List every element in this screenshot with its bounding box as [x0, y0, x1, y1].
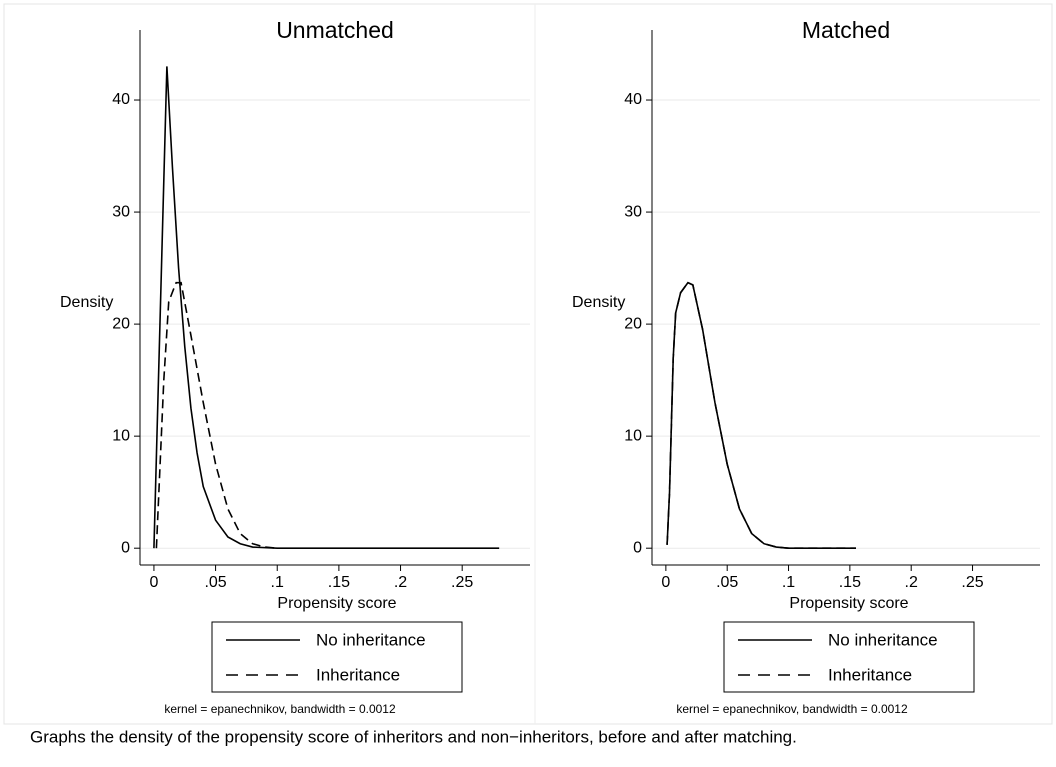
panel-title: Matched: [802, 17, 890, 43]
y-tick-label: 10: [112, 427, 130, 444]
y-tick-label: 30: [112, 203, 130, 220]
y-tick-label: 40: [112, 91, 130, 108]
y-tick-label: 10: [624, 427, 642, 444]
y-axis-label: Density: [60, 294, 113, 311]
density-line: [155, 281, 278, 549]
x-tick-label: .1: [782, 574, 795, 591]
x-tick-label: .2: [394, 574, 407, 591]
legend-box: [723, 621, 975, 693]
y-tick-label: 20: [112, 315, 130, 332]
x-tick-label: 0: [149, 574, 158, 591]
legend-box: [211, 621, 463, 693]
kernel-note: kernel = epanechnikov, bandwidth = 0.001…: [164, 702, 396, 716]
y-axis-label: Density: [572, 294, 625, 311]
x-tick-label: .2: [905, 574, 918, 591]
x-tick-label: .15: [839, 574, 861, 591]
x-axis-label: Propensity score: [789, 595, 908, 612]
y-tick-label: 20: [624, 315, 642, 332]
y-tick-label: 40: [624, 91, 642, 108]
x-tick-label: .25: [961, 574, 983, 591]
legend-label: No inheritance: [316, 630, 426, 649]
x-tick-label: .25: [451, 574, 473, 591]
caption: Graphs the density of the propensity sco…: [30, 727, 797, 746]
legend-label: Inheritance: [316, 665, 400, 684]
x-tick-label: .05: [716, 574, 738, 591]
density-line: [666, 281, 856, 549]
kernel-note: kernel = epanechnikov, bandwidth = 0.001…: [676, 702, 908, 716]
y-tick-label: 0: [633, 539, 642, 556]
legend-label: Inheritance: [828, 665, 912, 684]
y-tick-label: 30: [624, 203, 642, 220]
graph-frame: [3, 3, 1053, 725]
x-tick-label: .1: [271, 574, 284, 591]
x-tick-label: 0: [661, 574, 670, 591]
y-tick-label: 0: [121, 539, 130, 556]
legend-label: No inheritance: [828, 630, 938, 649]
x-tick-label: .05: [204, 574, 226, 591]
density-line: [153, 66, 500, 549]
x-tick-label: .15: [328, 574, 350, 591]
panel-title: Unmatched: [276, 17, 394, 43]
x-axis-label: Propensity score: [277, 595, 396, 612]
